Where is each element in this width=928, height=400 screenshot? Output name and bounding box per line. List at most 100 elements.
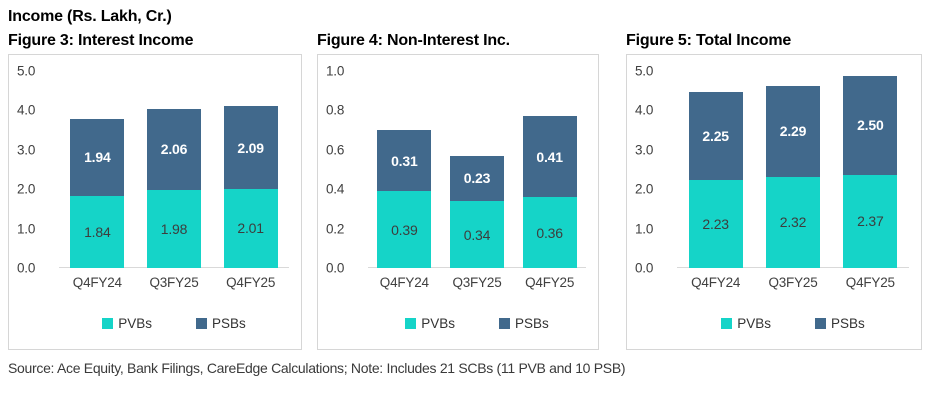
figure-title: Figure 5: Total Income (626, 32, 792, 49)
report-page: Income (Rs. Lakh, Cr.) Figure 3: Interes… (8, 8, 922, 376)
y-axis-tick-label: 5.0 (17, 63, 36, 79)
figure-title: Figure 3: Interest Income (8, 32, 194, 49)
pvb-segment: 0.39 (377, 191, 432, 268)
pvb-segment: 1.84 (70, 195, 125, 268)
legend-label: PSBs (212, 316, 246, 331)
source-note: Source: Ace Equity, Bank Filings, CareEd… (8, 360, 626, 376)
bar-value-label: 1.84 (84, 223, 111, 240)
y-axis-tick-label: 2.0 (635, 181, 654, 197)
legend-item-pvbs: PVBs (405, 316, 455, 331)
legend-item-pvbs: PVBs (721, 316, 771, 331)
plot-area: 0.0 0.2 0.4 0.6 0.8 1.0 0.31 0.39 0.23 0.34 0.41 0.… (326, 64, 588, 276)
pvb-segment: 0.34 (449, 201, 504, 268)
legend-item-pvbs: PVBs (102, 316, 152, 331)
bar-value-label: 0.23 (463, 170, 491, 187)
pvb-segment: 1.98 (146, 189, 201, 268)
psb-segment: 0.23 (449, 155, 504, 202)
bar-value-label: 0.41 (536, 148, 563, 165)
bar-value-label: 2.25 (702, 127, 729, 144)
bar-value-label: 2.50 (857, 117, 884, 134)
y-axis-tick-label: 0.2 (326, 221, 345, 237)
legend-swatch-pvbs (405, 318, 417, 329)
pvb-segment: 2.37 (843, 174, 898, 268)
legend-item-psbs: PSBs (196, 316, 246, 331)
bar-value-label: 0.34 (463, 226, 491, 243)
legend: PVBs PSBs (368, 316, 586, 331)
stacked-bar: 0.41 0.36 (522, 116, 577, 268)
bar-value-label: 1.94 (84, 149, 111, 166)
x-axis-label: Q4FY25 (845, 275, 895, 290)
x-axis-label: Q4FY25 (226, 275, 276, 290)
psb-segment: 2.25 (688, 91, 743, 181)
x-axis-labels: Q4FY24 Q3FY25 Q4FY25 (677, 275, 909, 290)
x-axis-label: Q4FY24 (691, 275, 741, 290)
x-axis-labels: Q4FY24 Q3FY25 Q4FY25 (59, 275, 289, 290)
pvb-segment: 0.36 (522, 197, 577, 268)
y-axis-tick-label: 0.6 (326, 142, 345, 158)
y-axis-tick-label: 0.4 (326, 181, 345, 197)
y-axis-tick-label: 0.0 (17, 260, 36, 276)
x-axis-label: Q4FY24 (72, 275, 122, 290)
y-axis-tick-label: 3.0 (17, 142, 36, 158)
legend-swatch-pvbs (721, 318, 733, 329)
legend-swatch-psbs (499, 318, 510, 329)
stacked-bar: 2.29 2.32 (765, 86, 820, 268)
bar-value-label: 2.06 (160, 141, 188, 158)
bar-value-label: 2.09 (237, 139, 264, 156)
y-axis-tick-label: 1.0 (326, 63, 345, 79)
stacked-bar: 0.31 0.39 (377, 130, 432, 268)
legend-item-psbs: PSBs (499, 316, 549, 331)
legend-label: PVBs (737, 316, 771, 331)
figure-total-income: Figure 5: Total Income 0.0 1.0 2.0 3.0 4.0 5.… (626, 32, 922, 350)
bar-value-label: 2.23 (702, 216, 729, 233)
figure-non-interest-income: Figure 4: Non-Interest Inc. 0.0 0.2 0.4 0.6… (317, 32, 599, 350)
x-axis-label: Q4FY24 (379, 275, 429, 290)
pvb-segment: 2.23 (688, 180, 743, 268)
y-axis-tick-label: 4.0 (17, 102, 36, 118)
bar-value-label: 2.01 (237, 220, 264, 237)
psb-segment: 2.50 (843, 76, 898, 175)
psb-segment: 0.31 (377, 130, 432, 192)
y-axis-tick-label: 5.0 (635, 63, 654, 79)
plot-area: 0.0 1.0 2.0 3.0 4.0 5.0 2.25 2.23 2.29 2.32 2.50 2.… (635, 64, 911, 276)
legend-swatch-pvbs (102, 318, 114, 329)
figures-row: Figure 3: Interest Income 0.0 1.0 2.0 3.0 4.… (8, 32, 922, 350)
chart-panel-non-interest-income: 0.0 0.2 0.4 0.6 0.8 1.0 0.31 0.39 0.23 0.34 0.41 0.… (317, 54, 599, 350)
y-axis-tick-label: 2.0 (17, 181, 36, 197)
psb-segment: 2.09 (223, 106, 278, 189)
chart-panel-total-income: 0.0 1.0 2.0 3.0 4.0 5.0 2.25 2.23 2.29 2.32 2.50 2.… (626, 54, 922, 350)
x-axis-label: Q4FY25 (525, 275, 575, 290)
psb-segment: 1.94 (70, 119, 125, 196)
bar-value-label: 0.39 (391, 221, 418, 238)
y-axis-tick-label: 1.0 (17, 221, 36, 237)
pvb-segment: 2.01 (223, 188, 278, 268)
y-axis-tick-label: 1.0 (635, 221, 654, 237)
psb-segment: 2.06 (146, 108, 201, 190)
y-axis-tick-label: 0.8 (326, 102, 345, 118)
legend-swatch-psbs (196, 318, 207, 329)
bars-area: 0.31 0.39 0.23 0.34 0.41 0.36 (368, 71, 586, 268)
bar-value-label: 2.29 (779, 123, 807, 140)
legend: PVBs PSBs (677, 316, 909, 331)
plot-area: 0.0 1.0 2.0 3.0 4.0 5.0 1.94 1.84 2.06 1.98 2.09 2.… (17, 64, 291, 276)
bar-value-label: 0.31 (391, 152, 418, 169)
bars-area: 1.94 1.84 2.06 1.98 2.09 2.01 (59, 71, 289, 268)
bars-area: 2.25 2.23 2.29 2.32 2.50 2.37 (677, 71, 909, 268)
legend-label: PVBs (118, 316, 152, 331)
x-axis-labels: Q4FY24 Q3FY25 Q4FY25 (368, 275, 586, 290)
bar-value-label: 0.36 (536, 224, 563, 241)
x-axis-label: Q3FY25 (768, 275, 818, 290)
bar-value-label: 2.37 (857, 213, 884, 230)
stacked-bar: 2.25 2.23 (688, 91, 743, 269)
legend: PVBs PSBs (59, 316, 289, 331)
y-axis-tick-label: 4.0 (635, 102, 654, 118)
x-axis-label: Q3FY25 (452, 275, 502, 290)
x-axis-label: Q3FY25 (149, 275, 199, 290)
bar-value-label: 1.98 (160, 220, 188, 237)
figure-interest-income: Figure 3: Interest Income 0.0 1.0 2.0 3.0 4.… (8, 32, 302, 350)
figure-title: Figure 4: Non-Interest Inc. (317, 32, 510, 49)
bar-value-label: 2.32 (779, 214, 807, 231)
stacked-bar: 2.09 2.01 (223, 106, 278, 268)
y-axis-tick-label: 3.0 (635, 142, 654, 158)
psb-segment: 0.41 (522, 116, 577, 198)
